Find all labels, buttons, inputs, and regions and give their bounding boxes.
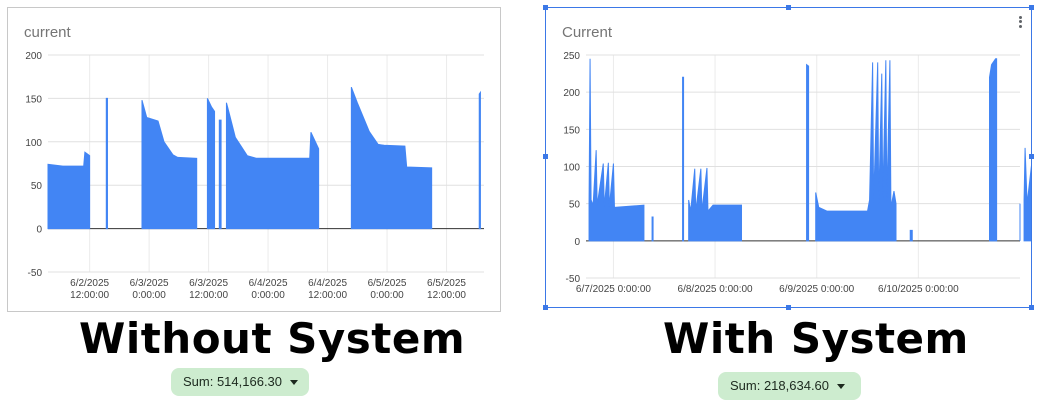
- resize-handle-top-right[interactable]: [1029, 5, 1034, 10]
- chart-with-system: Current -50 0 50 100 150 200 250 6/7/2025 0:00:0…: [562, 24, 1031, 295]
- resize-handle-bottom[interactable]: [786, 305, 791, 310]
- y-tick-label: 50: [569, 200, 581, 211]
- data-area-segment: [989, 58, 998, 242]
- data-area-segment: [815, 60, 897, 242]
- x-tick-label: 6/9/2025 0:00:00: [779, 284, 855, 295]
- data-area-segment: [1023, 147, 1031, 242]
- y-tick-label: 0: [36, 225, 42, 236]
- sum-label: Sum: 514,166.30: [183, 374, 283, 389]
- dropdown-caret-icon: [837, 384, 846, 390]
- chart-without-system: current-500501001502006/2/202512:00:006/…: [24, 24, 484, 301]
- data-area-segment: [206, 98, 216, 230]
- x-tick-label: 6/7/2025 0:00:00: [576, 284, 652, 295]
- y-tick-label: 200: [563, 88, 580, 99]
- x-tick-label: 0:00:00: [251, 290, 285, 301]
- y-tick-label: 150: [25, 94, 42, 105]
- y-tick-label: 150: [563, 125, 580, 136]
- data-area-segment: [909, 229, 913, 242]
- caption-with-system: With System: [663, 314, 969, 363]
- y-tick-label: 200: [25, 51, 42, 62]
- data-area-segment: [682, 76, 685, 242]
- chart-panel-without-system[interactable]: current -50 0 50 100 150 200 6/2/2025 12:00:00 6/…: [7, 7, 501, 312]
- x-tick-label: 6/3/2025: [130, 278, 169, 289]
- y-tick-label: 0: [574, 237, 580, 248]
- y-tick-label: 100: [25, 138, 42, 149]
- caption-without-system: Without System: [79, 314, 466, 363]
- data-area-segment: [225, 102, 320, 230]
- y-tick-label: 100: [563, 163, 580, 174]
- x-tick-label: 6/4/2025: [249, 278, 288, 289]
- x-tick-label: 6/10/2025 0:00:00: [878, 284, 959, 295]
- x-tick-label: 12:00:00: [427, 290, 466, 301]
- x-tick-label: 6/5/2025: [427, 278, 466, 289]
- x-tick-label: 0:00:00: [370, 290, 404, 301]
- y-tick-label: 50: [31, 181, 43, 192]
- data-area-segment: [141, 100, 198, 230]
- chart-title: Current: [562, 24, 613, 41]
- chart-panel-with-system[interactable]: Current -50 0 50 100 150 200 250 6/7/2025 0:00:0…: [543, 5, 1034, 310]
- x-tick-label: 6/2/2025: [70, 278, 109, 289]
- x-tick-label: 6/4/2025: [308, 278, 347, 289]
- data-area-segment: [218, 119, 222, 230]
- data-area-segment: [688, 167, 743, 242]
- data-area-segment: [350, 86, 433, 230]
- resize-handle-bottom-right[interactable]: [1029, 305, 1034, 310]
- sum-chip-without-system[interactable]: Sum: 514,166.30: [171, 368, 309, 396]
- resize-handle-bottom-left[interactable]: [543, 305, 548, 310]
- sum-chip-with-system[interactable]: Sum: 218,634.60: [718, 372, 861, 400]
- y-tick-label: 250: [563, 51, 580, 62]
- x-tick-label: 6/3/2025: [189, 278, 228, 289]
- x-tick-label: 0:00:00: [132, 290, 166, 301]
- sum-label: Sum: 218,634.60: [730, 378, 830, 393]
- x-tick-label: 12:00:00: [189, 290, 228, 301]
- dropdown-caret-icon: [290, 380, 299, 386]
- chart-title: current: [24, 24, 72, 41]
- resize-handle-top-left[interactable]: [543, 5, 548, 10]
- more-options-icon[interactable]: [1017, 14, 1023, 30]
- data-area-segment: [588, 58, 645, 242]
- x-tick-label: 12:00:00: [70, 290, 109, 301]
- data-area-segment: [47, 151, 91, 230]
- x-tick-label: 6/5/2025: [368, 278, 407, 289]
- y-tick-label: -50: [566, 274, 581, 285]
- x-tick-label: 6/8/2025 0:00:00: [678, 284, 754, 295]
- data-area-segment: [806, 63, 810, 242]
- data-area-segment: [651, 216, 654, 242]
- resize-handle-left[interactable]: [543, 154, 548, 159]
- resize-handle-top[interactable]: [786, 5, 791, 10]
- resize-handle-right[interactable]: [1029, 154, 1034, 159]
- data-area-segment: [478, 90, 481, 230]
- y-tick-label: -50: [28, 268, 43, 279]
- x-tick-label: 12:00:00: [308, 290, 347, 301]
- data-area-segment: [105, 97, 108, 230]
